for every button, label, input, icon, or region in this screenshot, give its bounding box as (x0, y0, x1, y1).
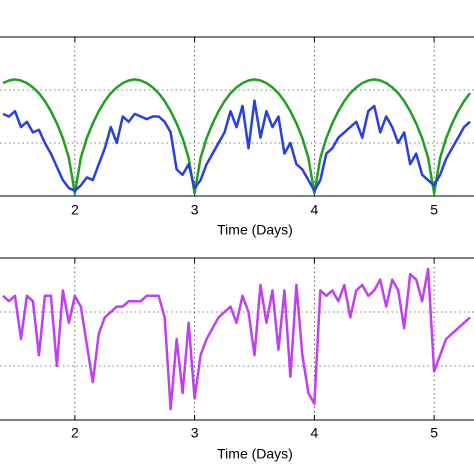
series-line (2, 267, 471, 411)
x-axis-label: Time (Days) (217, 222, 293, 238)
x-tick-label: 3 (191, 202, 199, 218)
plot-frame (0, 257, 474, 421)
x-tick-label: 5 (430, 425, 438, 441)
x-tick-label: 4 (310, 425, 318, 441)
x-axis-label: Time (Days) (217, 446, 293, 462)
x-tick-label: 4 (310, 202, 318, 218)
x-tick-label: 5 (430, 202, 438, 218)
series-line (2, 99, 471, 192)
series-line (2, 78, 472, 195)
x-tick-label: 2 (71, 202, 79, 218)
x-tick-label: 3 (191, 425, 199, 441)
plot-frame (0, 36, 474, 197)
x-tick-label: 2 (71, 425, 79, 441)
